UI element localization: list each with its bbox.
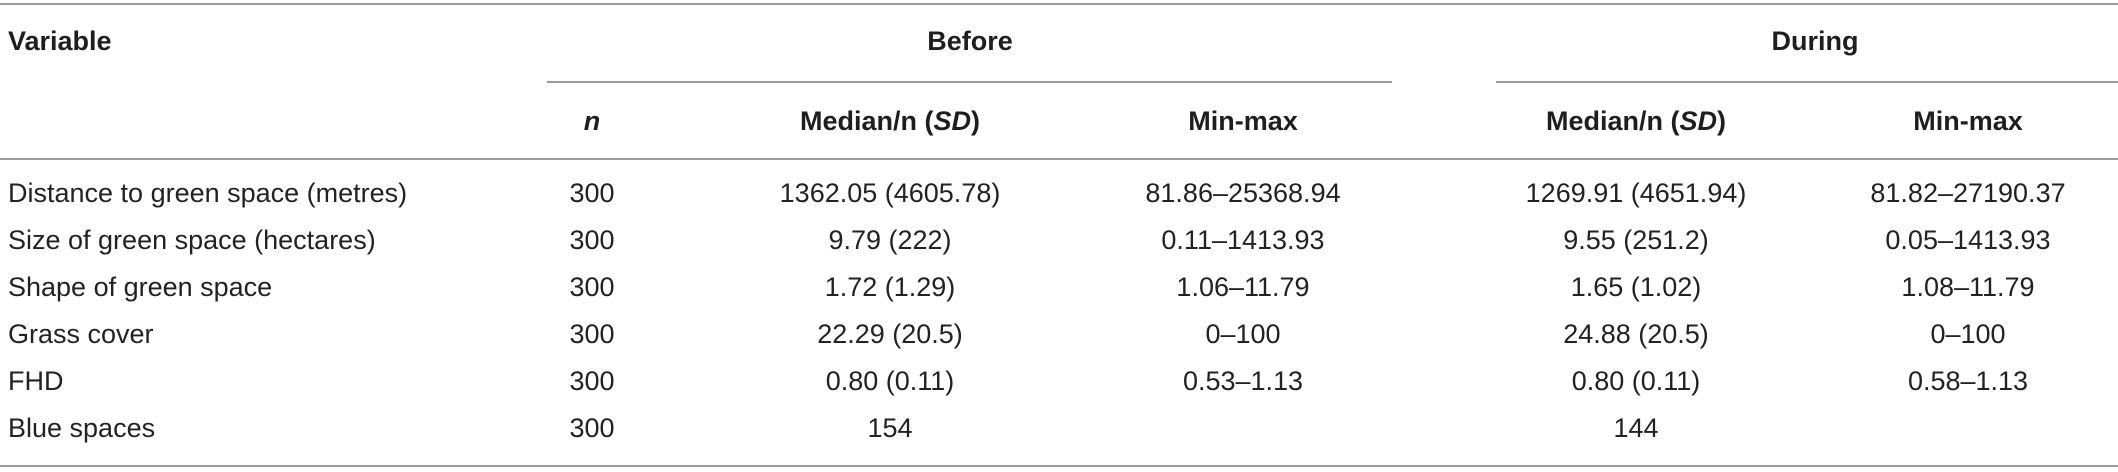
header-during: During: [1771, 26, 1859, 56]
cell-n: 300: [569, 413, 615, 443]
cell-before-minmax: 0–100: [1205, 319, 1281, 349]
header-during-median: Median/n (SD): [1545, 106, 1727, 136]
cell-before-median: 9.79 (222): [828, 225, 952, 255]
header-before-median: Median/n (SD): [799, 106, 981, 136]
cell-before-minmax: 81.86–25368.94: [1145, 178, 1341, 208]
cell-variable: Grass cover: [8, 319, 154, 349]
cell-during-minmax: 1.08–11.79: [1901, 272, 2035, 302]
cell-during-median: 1.65 (1.02): [1570, 272, 1702, 302]
during-group-rule: [1496, 81, 2118, 83]
cell-during-median: 0.80 (0.11): [1571, 366, 1701, 396]
cell-variable: Blue spaces: [8, 413, 156, 443]
header-before: Before: [927, 26, 1013, 56]
cell-during-median: 24.88 (20.5): [1563, 319, 1709, 349]
cell-variable: Shape of green space: [8, 272, 273, 302]
header-n: n: [583, 106, 601, 136]
cell-variable: FHD: [8, 366, 64, 396]
cell-before-median: 1362.05 (4605.78): [779, 178, 1001, 208]
cell-variable: Distance to green space (metres): [8, 178, 408, 208]
bottom-rule: [0, 465, 2118, 467]
cell-n: 300: [569, 319, 615, 349]
cell-n: 300: [569, 178, 615, 208]
cell-variable: Size of green space (hectares): [8, 225, 376, 255]
cell-before-minmax: 1.06–11.79: [1176, 272, 1310, 302]
cell-during-median: 9.55 (251.2): [1563, 225, 1709, 255]
top-rule: [0, 3, 2118, 5]
cell-before-median: 0.80 (0.11): [825, 366, 955, 396]
cell-n: 300: [569, 225, 615, 255]
cell-during-minmax: 0.58–1.13: [1907, 366, 2029, 396]
cell-before-minmax: 0.53–1.13: [1182, 366, 1304, 396]
cell-n: 300: [569, 366, 615, 396]
header-bottom-rule: [0, 158, 2118, 160]
cell-during-median: 144: [1613, 413, 1659, 443]
cell-n: 300: [569, 272, 615, 302]
header-during-minmax: Min-max: [1913, 106, 2023, 136]
cell-during-minmax: 0.05–1413.93: [1885, 225, 2051, 255]
before-group-rule: [547, 81, 1392, 83]
cell-during-minmax: 0–100: [1930, 319, 2006, 349]
cell-before-minmax: 0.11–1413.93: [1161, 225, 1325, 255]
cell-during-median: 1269.91 (4651.94): [1525, 178, 1747, 208]
header-variable: Variable: [8, 26, 112, 56]
cell-before-median: 1.72 (1.29): [824, 272, 956, 302]
cell-before-median: 22.29 (20.5): [817, 319, 963, 349]
cell-during-minmax: 81.82–27190.37: [1870, 178, 2066, 208]
header-before-minmax: Min-max: [1188, 106, 1298, 136]
cell-before-median: 154: [867, 413, 913, 443]
